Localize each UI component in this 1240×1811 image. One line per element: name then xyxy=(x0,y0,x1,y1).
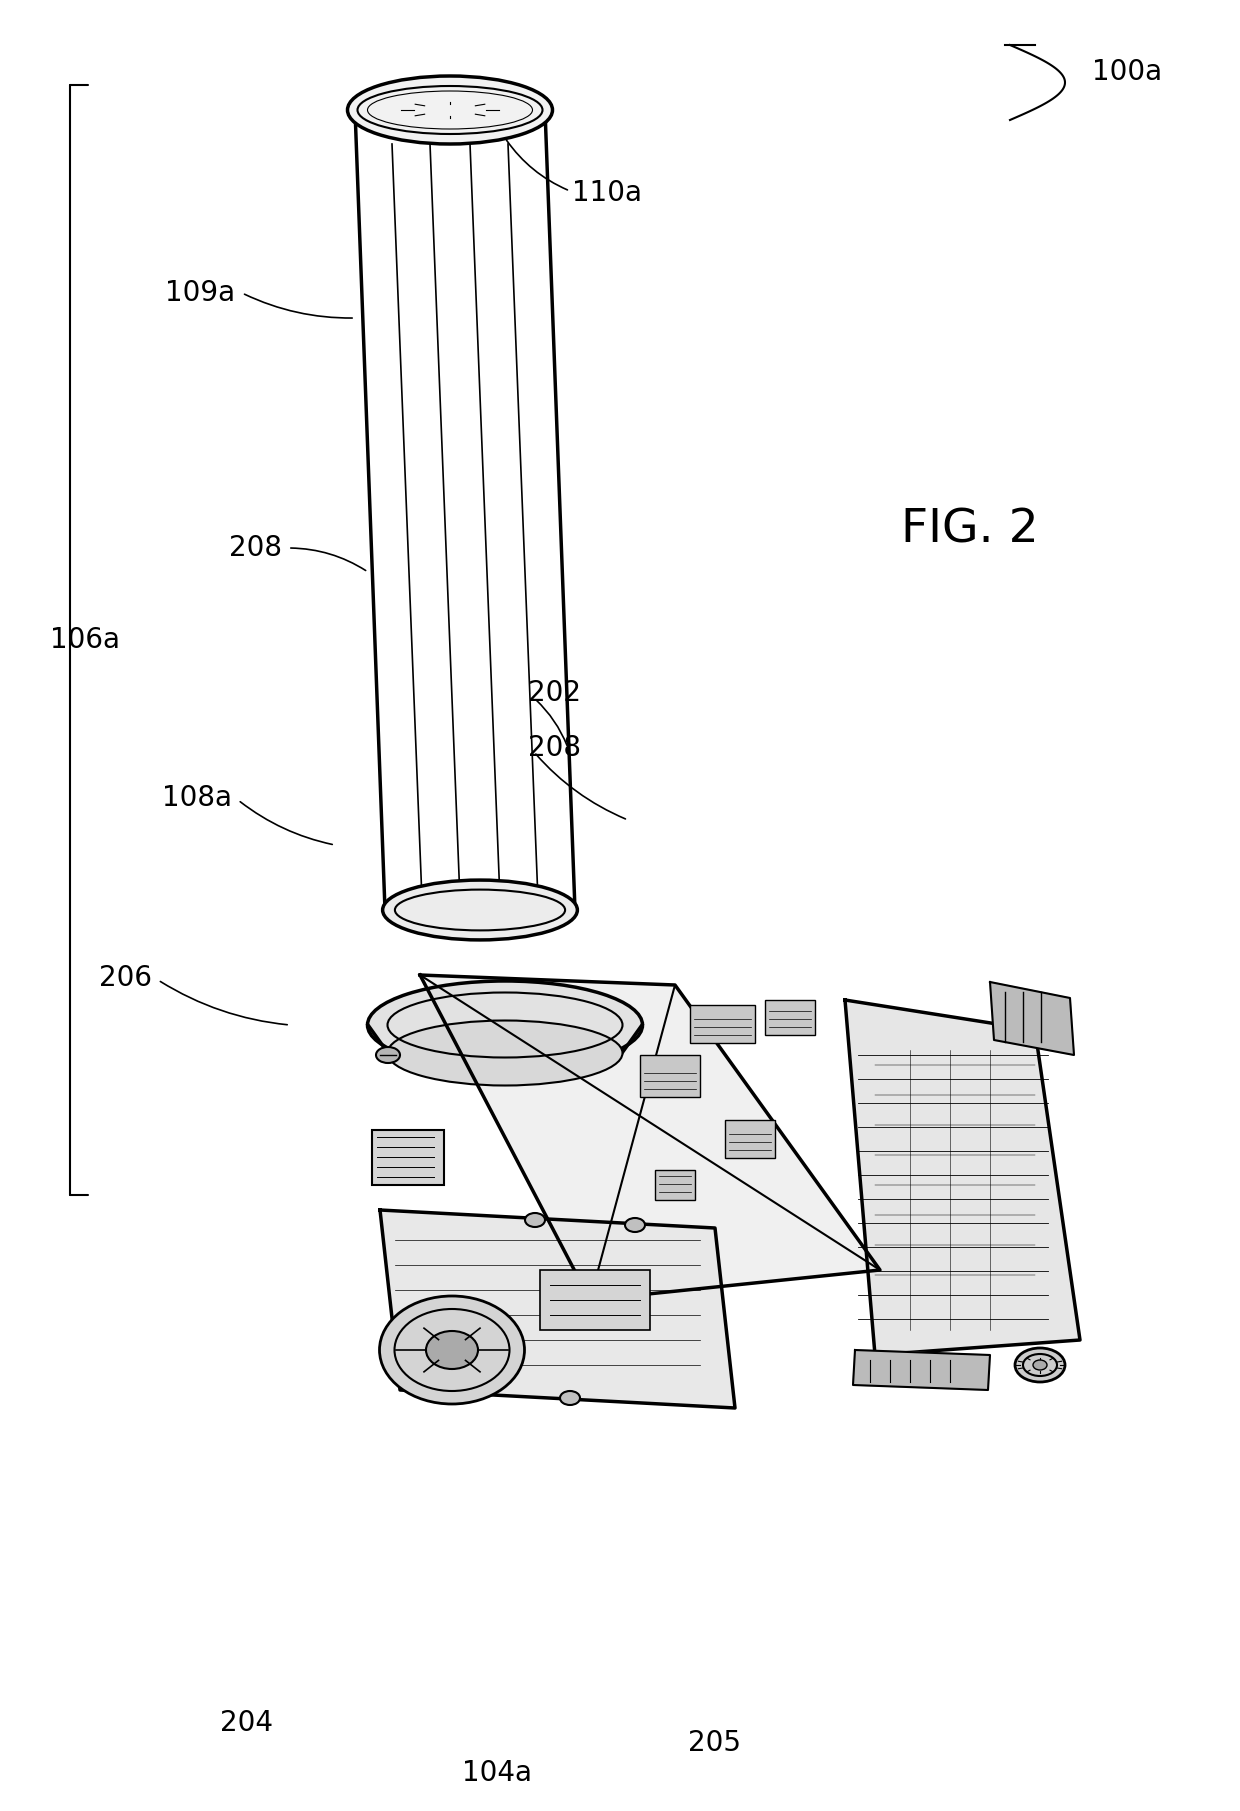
Ellipse shape xyxy=(347,76,553,145)
Text: 202: 202 xyxy=(528,679,582,706)
Ellipse shape xyxy=(625,1219,645,1231)
Bar xyxy=(689,1005,755,1043)
Ellipse shape xyxy=(388,1021,622,1085)
Ellipse shape xyxy=(427,1331,477,1369)
Text: 208: 208 xyxy=(528,733,582,762)
Text: 110a: 110a xyxy=(572,179,642,206)
Text: 204: 204 xyxy=(219,1710,273,1737)
Text: 108a: 108a xyxy=(162,784,232,811)
Ellipse shape xyxy=(379,1297,525,1404)
Bar xyxy=(655,1170,694,1201)
Text: 106a: 106a xyxy=(50,627,120,654)
Ellipse shape xyxy=(1033,1360,1047,1369)
Polygon shape xyxy=(420,974,880,1300)
Text: FIG. 2: FIG. 2 xyxy=(901,507,1039,552)
Polygon shape xyxy=(379,1210,735,1407)
Bar xyxy=(765,1000,815,1036)
Polygon shape xyxy=(990,982,1074,1056)
Bar xyxy=(640,1056,701,1097)
Text: 206: 206 xyxy=(99,963,153,992)
Ellipse shape xyxy=(383,880,578,940)
Text: 208: 208 xyxy=(229,534,281,561)
Bar xyxy=(372,1130,444,1184)
Text: 205: 205 xyxy=(688,1730,742,1757)
Bar xyxy=(539,1270,650,1329)
Bar xyxy=(725,1119,775,1157)
Polygon shape xyxy=(853,1349,990,1391)
Text: 109a: 109a xyxy=(165,279,236,308)
Ellipse shape xyxy=(367,982,642,1068)
Polygon shape xyxy=(844,1000,1080,1355)
Ellipse shape xyxy=(1016,1347,1065,1382)
Ellipse shape xyxy=(525,1213,546,1228)
Text: 100a: 100a xyxy=(1092,58,1162,85)
Ellipse shape xyxy=(560,1391,580,1405)
Text: 104a: 104a xyxy=(463,1758,532,1787)
Ellipse shape xyxy=(376,1047,401,1063)
